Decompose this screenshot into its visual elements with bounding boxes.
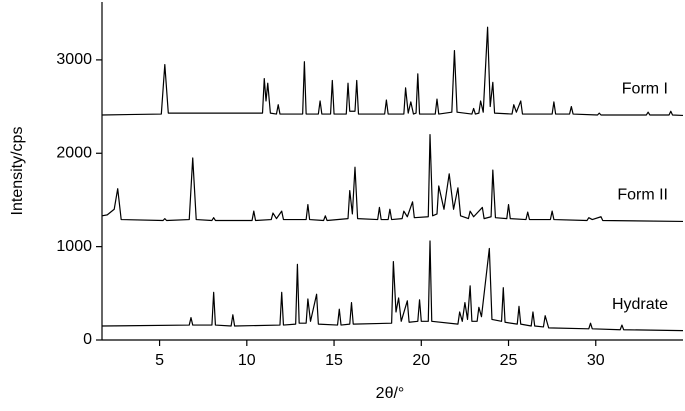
series-label: Form I — [622, 81, 668, 98]
pattern-line — [101, 26, 684, 117]
pattern-line — [101, 133, 684, 223]
x-tick-label: 20 — [412, 352, 430, 369]
x-axis-label: 2θ/° — [376, 385, 405, 402]
y-tick-label: 0 — [83, 331, 92, 348]
y-axis-label: Intensity/cps — [9, 127, 26, 216]
y-tick-label: 2000 — [56, 144, 92, 161]
series-label: Form II — [617, 187, 668, 204]
x-tick-label: 30 — [587, 352, 605, 369]
x-tick-label: 15 — [325, 352, 343, 369]
y-tick-label: 1000 — [56, 238, 92, 255]
y-tick-label: 3000 — [56, 51, 92, 68]
x-tick-label: 10 — [238, 352, 256, 369]
x-tick-label: 25 — [500, 352, 518, 369]
series-label: Hydrate — [612, 296, 668, 313]
x-tick-label: 5 — [155, 352, 164, 369]
pattern-line — [101, 240, 684, 332]
